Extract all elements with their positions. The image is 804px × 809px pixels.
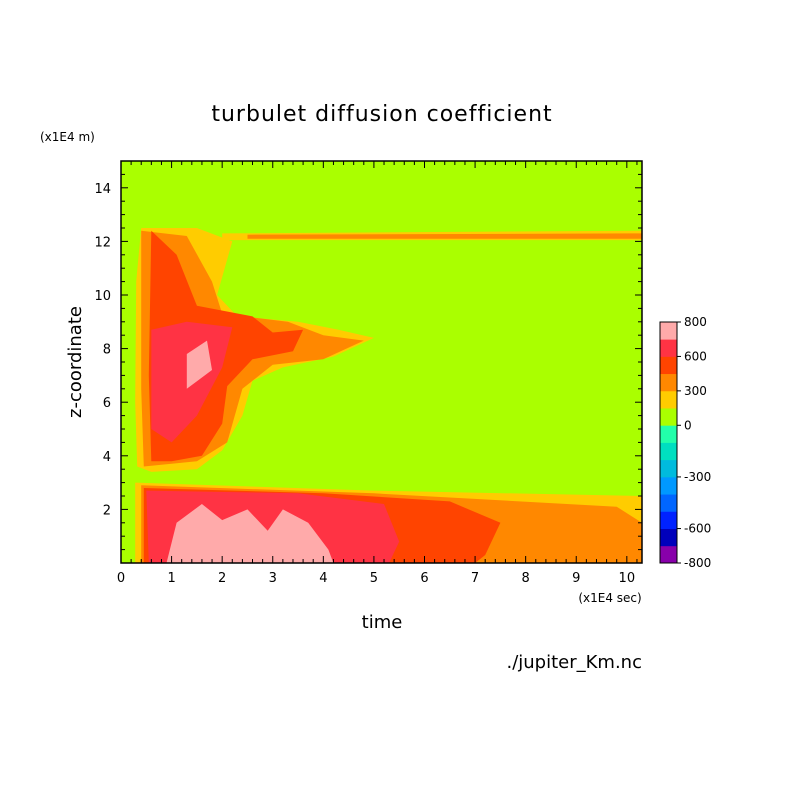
y-tick-label: 4 xyxy=(103,450,111,465)
contour-region-10 xyxy=(166,504,334,563)
colorbar-swatch xyxy=(660,459,677,478)
y-tick-labels: 2 4 6 8 10 12 14 xyxy=(94,182,111,519)
contour-regions xyxy=(135,228,642,563)
y-tick-label: 10 xyxy=(94,289,111,304)
colorbar-label: 600 xyxy=(684,349,707,363)
y-tick-label: 2 xyxy=(103,503,111,518)
colorbar-swatch xyxy=(660,322,677,340)
colorbar-labels: 800 600 300 0 -300 -600 -800 xyxy=(677,315,711,570)
x-axis-label: time xyxy=(362,612,403,633)
contour-region-11 xyxy=(186,340,212,389)
x-tick-label: 0 xyxy=(117,571,125,586)
colorbar-label: 800 xyxy=(684,315,707,329)
y-tick-label: 8 xyxy=(103,343,111,358)
colorbar-swatch xyxy=(660,528,677,547)
y-tick-label: 12 xyxy=(94,235,111,250)
y-unit-label: (x1E4 m) xyxy=(40,130,95,144)
contour-region-5 xyxy=(247,233,642,239)
y-axis-ticks xyxy=(121,160,642,564)
colorbar-swatch xyxy=(660,408,677,426)
x-tick-labels: 0 1 2 3 4 5 6 7 8 9 10 xyxy=(117,571,635,586)
colorbar xyxy=(659,321,678,564)
x-tick-label: 10 xyxy=(619,571,636,586)
x-axis-ticks xyxy=(120,161,638,563)
plot-area xyxy=(120,160,643,564)
x-tick-label: 4 xyxy=(319,571,327,586)
x-tick-label: 2 xyxy=(218,571,226,586)
colorbar-label: -600 xyxy=(684,522,711,536)
y-tick-label: 14 xyxy=(94,182,111,197)
colorbar-label: -800 xyxy=(684,556,711,570)
x-tick-label: 5 xyxy=(370,571,378,586)
colorbar-label: 300 xyxy=(684,384,707,398)
chart-title: turbulet diffusion coefficient xyxy=(211,102,552,127)
colorbar-swatch xyxy=(660,425,677,443)
colorbar-swatch xyxy=(660,494,677,512)
x-tick-label: 6 xyxy=(420,571,428,586)
x-tick-label: 3 xyxy=(269,571,277,586)
colorbar-swatch xyxy=(660,545,677,564)
x-tick-label: 7 xyxy=(471,571,479,586)
colorbar-swatch xyxy=(660,476,677,495)
x-tick-label: 8 xyxy=(522,571,530,586)
colorbar-swatch xyxy=(660,373,677,392)
colorbar-label: 0 xyxy=(684,418,692,432)
x-tick-label: 9 xyxy=(572,571,580,586)
colorbar-frame xyxy=(659,321,678,564)
y-axis-label: z-coordinate xyxy=(65,306,86,418)
colorbar-swatch xyxy=(660,356,677,375)
colorbar-label: -300 xyxy=(684,470,711,484)
x-tick-label: 1 xyxy=(167,571,175,586)
x-unit-label: (x1E4 sec) xyxy=(578,591,641,605)
y-tick-label: 6 xyxy=(103,396,111,411)
colorbar-swatch xyxy=(660,511,677,529)
colorbar-swatch xyxy=(660,339,677,357)
colorbar-swatch xyxy=(660,442,677,461)
colorbar-swatch xyxy=(660,390,677,409)
source-file-label: ./jupiter_Km.nc xyxy=(506,652,642,673)
